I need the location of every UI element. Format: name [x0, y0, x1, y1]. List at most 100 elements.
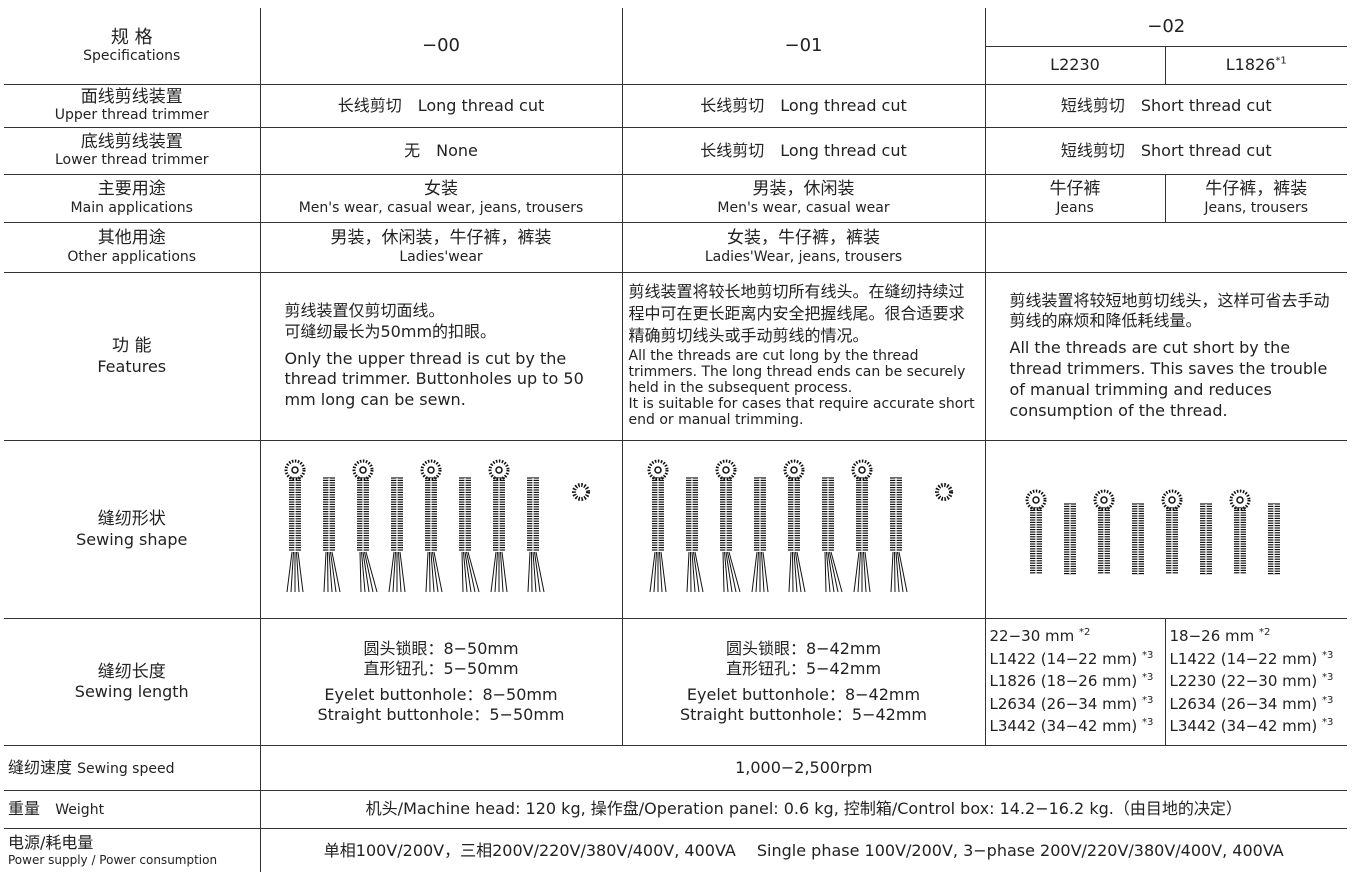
label-en: Weight [55, 802, 105, 819]
list-line: 22−30 mm *2 [990, 625, 1161, 648]
note: *2 [1259, 627, 1271, 639]
header-row: L2230 L1826*1 [4, 45, 1347, 85]
label-cn: 主要用途 [97, 179, 166, 200]
thread-tail [824, 551, 826, 592]
thread-tail [388, 551, 395, 592]
stitch [1093, 489, 1115, 511]
cell: 剪线装置仅剪切面线。 可缝纫最长为50mm的扣眼。 Only the upper… [259, 271, 623, 441]
text: 18−26 mm [1169, 627, 1255, 646]
row: 缝纫长度 Sewing length 圆头锁眼：8−50mm 直形钮孔：5−50mm… [4, 617, 1347, 746]
stitch [934, 482, 953, 501]
thread-tail [364, 551, 374, 593]
stitch [715, 459, 736, 481]
note: *3 [1322, 672, 1334, 684]
thread-tail [649, 551, 655, 592]
thread-tail [296, 551, 300, 592]
cell: 重量 Weight [4, 789, 261, 829]
note: *1 [1275, 56, 1287, 68]
buttonhole [1161, 489, 1183, 574]
note: *3 [1142, 649, 1154, 661]
buttonhole [1025, 489, 1047, 574]
text: 22−30 mm [989, 627, 1075, 646]
eyelet [934, 482, 953, 501]
buttonhole-illustration [284, 459, 590, 593]
buttonhole [851, 459, 872, 592]
text: Eyelet buttonhole：8−42mm [686, 684, 921, 704]
thread-tail [466, 551, 476, 593]
cell: 面线剪线装置 Upper thread trimmer [4, 83, 261, 128]
text: L2230 (22−30 mm) [1169, 672, 1318, 691]
label-cn: 缝纫速度 [8, 757, 73, 777]
text: 圆头锁眼：8−42mm [725, 638, 882, 658]
cell: 短线剪切 Short thread cut [984, 126, 1347, 175]
label-en: Features [97, 356, 167, 376]
thread-tail [463, 551, 468, 592]
thread-tail [794, 551, 801, 592]
buttonhole [1132, 503, 1145, 575]
thread-tail [658, 551, 662, 592]
buttonhole [459, 477, 480, 593]
list-line: L1422 (14−22 mm) *3 [990, 648, 1161, 671]
thread-tail [297, 551, 304, 592]
buttonhole [783, 459, 805, 593]
text: 男装，休闲装，牛仔裤，裤装 [330, 228, 552, 249]
buttonhole [388, 477, 406, 592]
label-en: Sewing shape [76, 529, 188, 549]
label-en: Lower thread trimmer [54, 152, 209, 169]
cell: 女装，牛仔裤，裤装 Ladies'Wear, jeans, trousers [621, 221, 986, 273]
cell: 主要用途 Main applications [4, 173, 261, 223]
text: All the threads are cut short by the thr… [1009, 338, 1328, 420]
thread-tail [689, 551, 691, 592]
text: Straight buttonhole：5−42mm [679, 704, 928, 724]
thread-tail [828, 551, 838, 593]
thread-tail [534, 551, 541, 592]
thread-tail [429, 551, 431, 592]
col-header: −01 [621, 8, 986, 85]
label-en: Upper thread trimmer [54, 107, 209, 124]
text: Eyelet buttonhole：8−50mm [324, 684, 558, 704]
buttonhole [821, 477, 842, 593]
text: L2634 (26−34 mm) [1169, 694, 1318, 713]
buttonhole [1229, 489, 1251, 574]
row: 电源/耗电量 Power supply / Power consumption 单… [4, 827, 1347, 872]
list-line: L3442 (34−42 mm) *3 [1170, 715, 1344, 738]
row: 重量 Weight 机头/Machine head: 120 kg, 操作盘/O… [4, 789, 1347, 829]
label-cn: 其他用途 [97, 228, 166, 249]
text: 剪线装置仅剪切面线。 [284, 301, 445, 320]
thread-tail [398, 551, 402, 592]
text: L3442 (34−42 mm) [989, 717, 1138, 736]
stitch [851, 459, 872, 481]
cell: 缝纫长度 Sewing length [4, 617, 261, 746]
note: *2 [1079, 627, 1091, 639]
text: 女装，牛仔裤，裤装 [727, 228, 880, 249]
cell: 男装，休闲装，牛仔裤，裤装 Ladies'wear [259, 221, 623, 273]
stitch [647, 459, 668, 481]
cell: 缝纫形状 Sewing shape [4, 439, 261, 619]
stitch [495, 466, 503, 474]
stitch [1161, 489, 1183, 511]
label-en: Other applications [67, 248, 197, 265]
row: 面线剪线装置 Upper thread trimmer 长线剪切 Long thr… [4, 83, 1347, 128]
stitch [488, 459, 510, 481]
note: *3 [1322, 717, 1334, 729]
thread-tail [895, 551, 899, 592]
thread-tail [762, 551, 768, 592]
thread-tail [788, 551, 791, 592]
sub-header: L1826*1 [1164, 45, 1347, 85]
buttonhole [488, 459, 510, 592]
text: 女装 [424, 179, 458, 200]
thread-tail [653, 551, 657, 592]
cell: 剪线装置将较短地剪切线头，这样可省去手动剪线的麻烦和降低耗线量。 All the… [984, 271, 1347, 441]
stitch [1236, 496, 1244, 504]
label-en: Sewing speed [77, 760, 175, 777]
note: *3 [1142, 717, 1154, 729]
thread-tail [500, 551, 504, 592]
list-line: L2634 (26−34 mm) *3 [990, 693, 1161, 716]
stitch [1229, 489, 1251, 511]
buttonhole [420, 459, 443, 593]
text: 男装，休闲装 [752, 179, 855, 200]
buttonhole [1064, 503, 1077, 575]
thread-tail [660, 551, 666, 592]
thread-tail [827, 551, 834, 592]
cell: 牛仔裤，裤装 Jeans, trousers [1164, 173, 1347, 223]
